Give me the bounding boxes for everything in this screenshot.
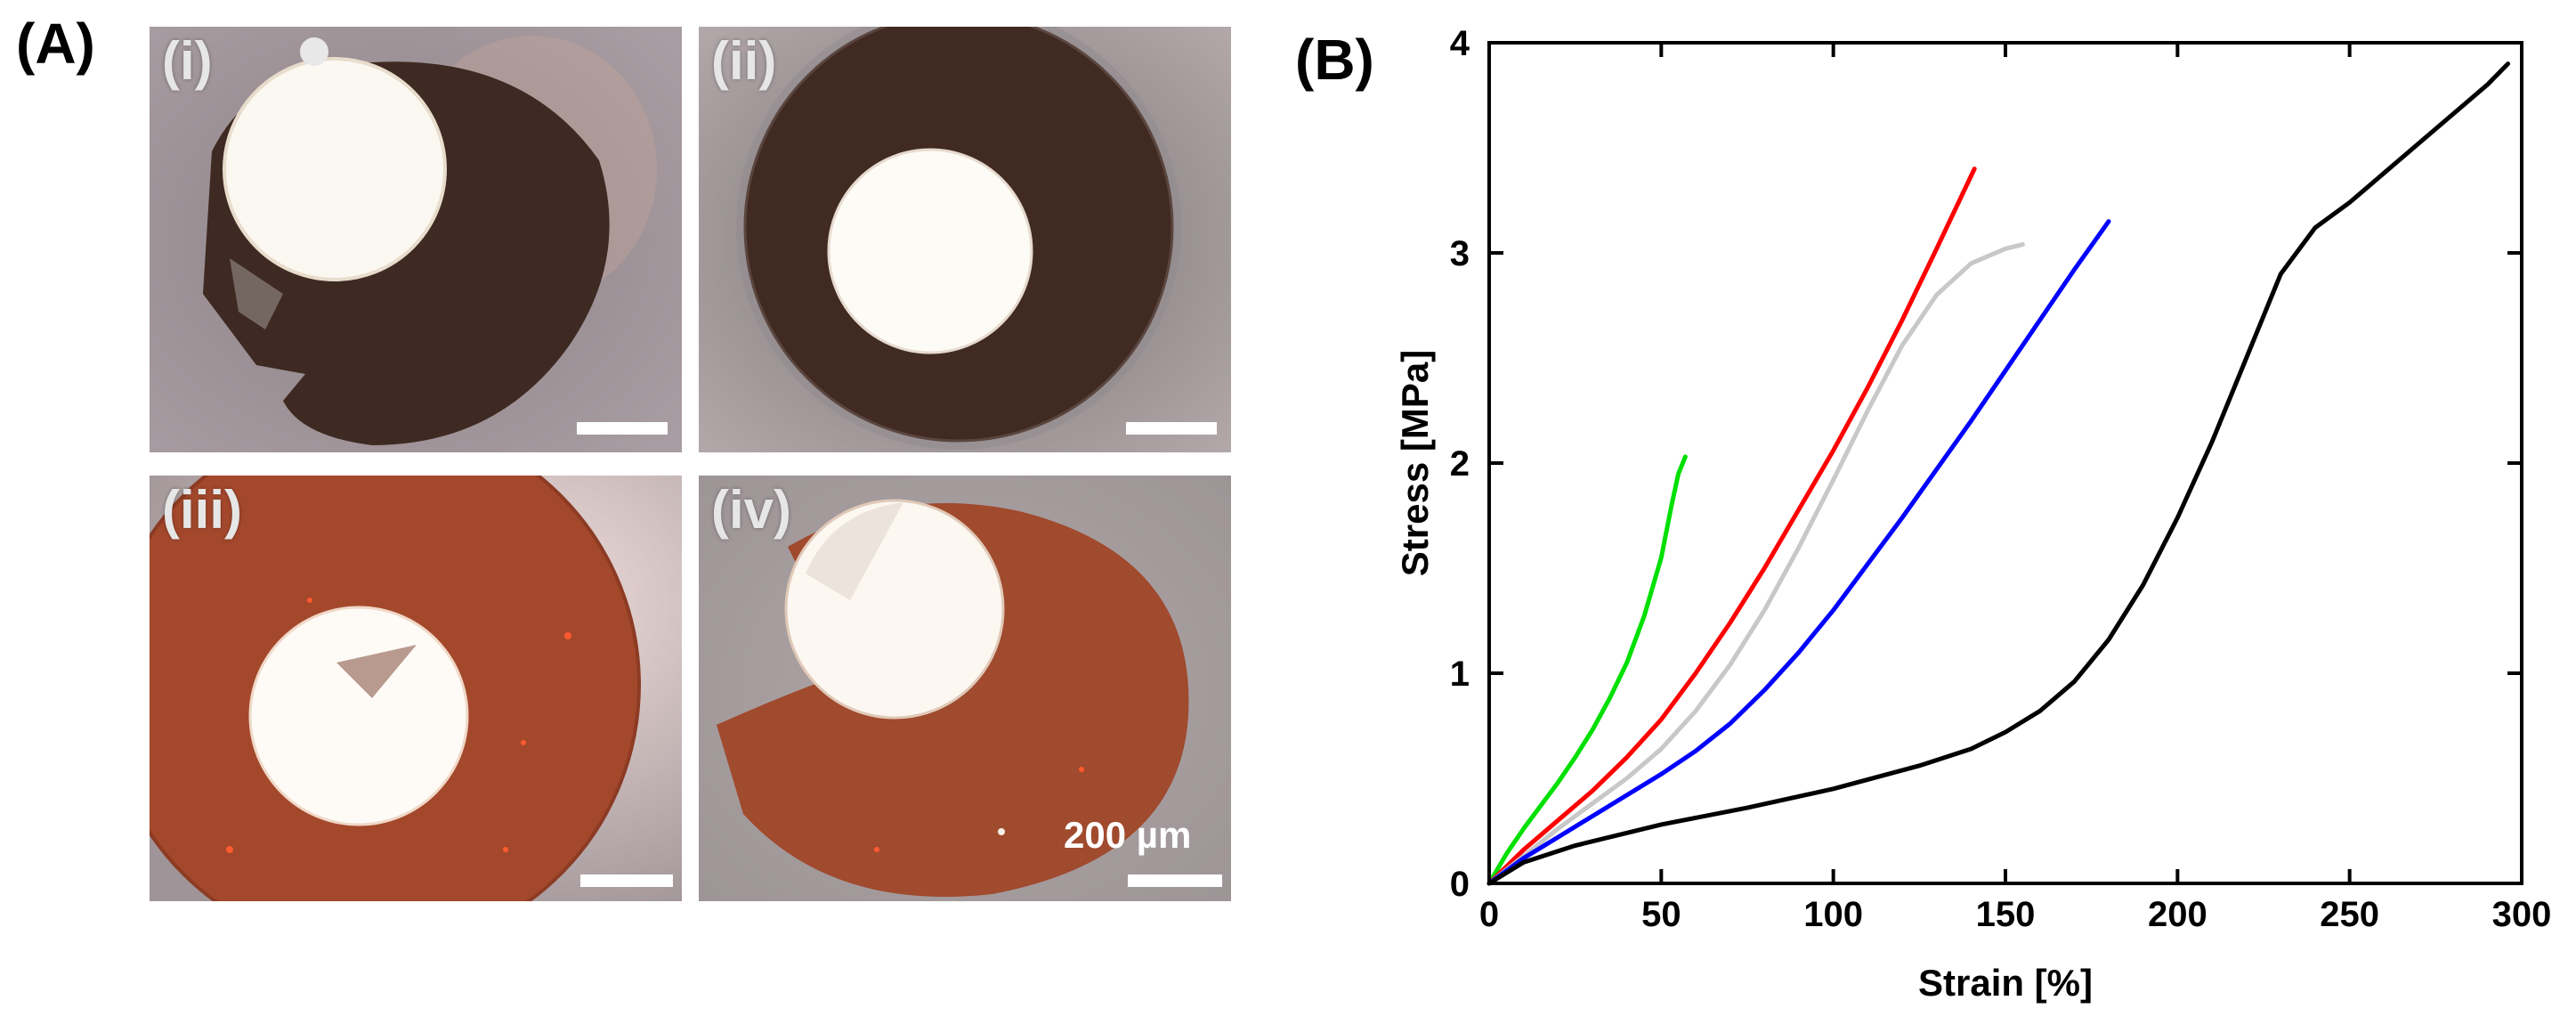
scale-bar <box>577 422 668 435</box>
panel-label-a: (A) <box>16 12 95 76</box>
micrograph-label: (iii) <box>162 480 242 540</box>
x-axis-ticks: 0 50 100 150 200 250 300 <box>1479 43 2552 934</box>
micrograph-ii: (ii) <box>699 27 1231 452</box>
x-tick-label: 250 <box>2320 895 2379 934</box>
y-tick-label: 4 <box>1450 24 1470 63</box>
x-axis-label: Strain [%] <box>1918 962 2093 1004</box>
micrograph-label: (i) <box>162 31 213 91</box>
stress-strain-chart: 0 50 100 150 200 250 300 0 1 2 3 4 Strain [%] Stre… <box>1394 24 2552 1004</box>
scale-bar-label: 200 µm <box>1064 814 1192 856</box>
y-tick-label: 2 <box>1450 444 1470 484</box>
micrograph-label: (ii) <box>711 31 777 91</box>
x-tick-label: 50 <box>1641 895 1681 934</box>
x-tick-label: 0 <box>1479 895 1499 934</box>
series-line-green <box>1486 454 1688 886</box>
scale-bar <box>1126 422 1217 435</box>
micrograph-i: (i) <box>150 27 682 452</box>
x-tick-label: 300 <box>2492 895 2552 934</box>
y-axis-label: Stress [MPa] <box>1394 350 1436 576</box>
x-tick-label: 150 <box>1976 895 2036 934</box>
series-line-grey <box>1486 242 2025 886</box>
series-layer <box>1486 61 2511 886</box>
series-line-blue <box>1486 219 2111 886</box>
x-tick-label: 100 <box>1803 895 1863 934</box>
series-line-red <box>1486 167 1977 886</box>
series-line-black <box>1486 61 2511 886</box>
plot-frame <box>1487 41 2523 885</box>
panel-label-b: (B) <box>1295 28 1374 92</box>
y-axis-ticks: 0 1 2 3 4 <box>1450 24 2522 904</box>
micrograph-iii: (iii) <box>150 476 682 901</box>
micrograph-label: (iv) <box>711 480 791 540</box>
y-tick-label: 3 <box>1450 234 1470 273</box>
y-tick-label: 1 <box>1450 655 1470 694</box>
x-tick-label: 200 <box>2148 895 2207 934</box>
scale-bar <box>580 874 673 887</box>
y-tick-label: 0 <box>1450 865 1470 904</box>
micrograph-iv: (iv) 200 µm <box>699 476 1231 901</box>
scale-bar <box>1128 874 1222 887</box>
